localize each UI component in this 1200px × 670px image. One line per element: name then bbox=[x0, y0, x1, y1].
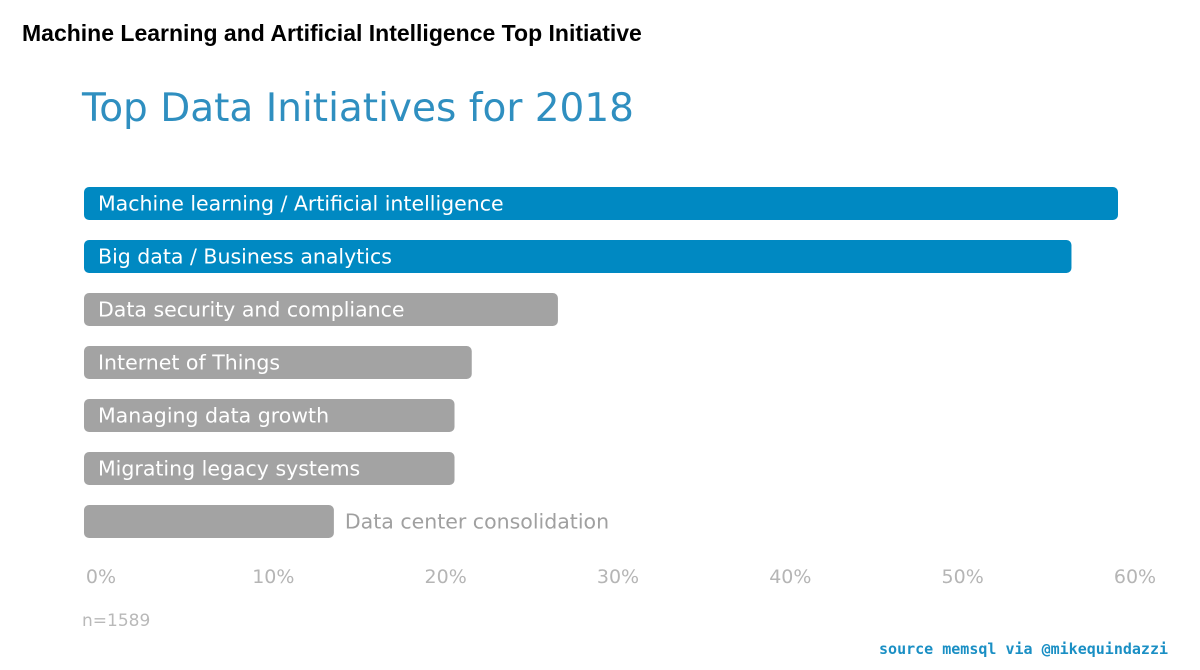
bar-label: Big data / Business analytics bbox=[98, 245, 392, 269]
bar-label: Managing data growth bbox=[98, 404, 329, 428]
bar bbox=[84, 187, 1118, 220]
x-tick-label: 50% bbox=[942, 566, 984, 588]
bar-label: Migrating legacy systems bbox=[98, 457, 360, 481]
bar bbox=[84, 293, 558, 326]
bars-layer: Machine learning / Artificial intelligen… bbox=[84, 187, 1118, 538]
x-tick-label: 40% bbox=[769, 566, 811, 588]
sample-size-note: n=1589 bbox=[82, 611, 151, 631]
source-credit: source memsql via @mikequindazzi bbox=[879, 640, 1168, 658]
x-tick-label: 20% bbox=[425, 566, 467, 588]
x-axis-ticks: 0% 10% 20% 30% 40% 50% 60% bbox=[86, 566, 1156, 588]
x-tick-label: 0% bbox=[86, 566, 116, 588]
bar-label: Data security and compliance bbox=[98, 298, 405, 322]
bar bbox=[84, 452, 455, 485]
bar bbox=[84, 399, 455, 432]
bar bbox=[84, 240, 1072, 273]
bar-label: Machine learning / Artificial intelligen… bbox=[98, 192, 504, 216]
page-title: Machine Learning and Artificial Intellig… bbox=[22, 20, 642, 46]
bar bbox=[84, 346, 472, 379]
x-tick-label: 10% bbox=[252, 566, 294, 588]
bar-label: Data center consolidation bbox=[345, 510, 609, 534]
bar-label: Internet of Things bbox=[98, 351, 280, 375]
bar bbox=[84, 505, 334, 538]
chart-title: Top Data Initiatives for 2018 bbox=[82, 86, 634, 131]
x-tick-label: 60% bbox=[1114, 566, 1156, 588]
x-tick-label: 30% bbox=[597, 566, 639, 588]
